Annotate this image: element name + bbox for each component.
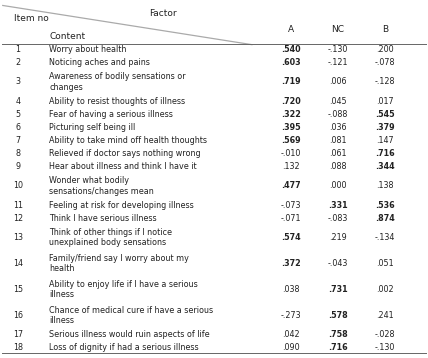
Text: .036: .036 [330,123,347,132]
Text: .477: .477 [281,181,301,190]
Text: 12: 12 [13,214,23,223]
Text: A: A [288,25,294,34]
Text: NC: NC [332,25,345,34]
Text: Picturing self being ill: Picturing self being ill [49,123,136,132]
Text: .200: .200 [376,45,394,54]
Text: Hear about illness and think I have it: Hear about illness and think I have it [49,162,197,171]
Text: 7: 7 [15,136,21,145]
Text: 16: 16 [13,311,23,320]
Text: .006: .006 [330,77,347,86]
Text: .569: .569 [281,136,301,145]
Text: .000: .000 [330,181,347,190]
Text: .147: .147 [376,136,394,145]
Text: .038: .038 [282,285,300,294]
Text: .578: .578 [328,311,348,320]
Text: Ability to resist thoughts of illness: Ability to resist thoughts of illness [49,97,185,106]
Text: -.071: -.071 [281,214,301,223]
Text: 11: 11 [13,201,23,210]
Text: -.128: -.128 [375,77,395,86]
Text: .051: .051 [376,259,394,268]
Text: -.010: -.010 [281,149,301,158]
Text: .379: .379 [375,123,395,132]
Text: Noticing aches and pains: Noticing aches and pains [49,58,150,67]
Text: -.130: -.130 [375,343,395,352]
Text: .758: .758 [328,330,348,339]
Text: 9: 9 [15,162,21,171]
Text: Feeling at risk for developing illness: Feeling at risk for developing illness [49,201,194,210]
Text: .331: .331 [328,201,348,210]
Text: .241: .241 [376,311,394,320]
Text: .219: .219 [329,233,347,242]
Text: .017: .017 [376,97,394,106]
Text: 18: 18 [13,343,23,352]
Text: .061: .061 [330,149,347,158]
Text: .042: .042 [282,330,300,339]
Text: Fear of having a serious illness: Fear of having a serious illness [49,110,173,119]
Text: Wonder what bodily
sensations/changes mean: Wonder what bodily sensations/changes me… [49,176,154,195]
Text: -.121: -.121 [328,58,348,67]
Text: Ability to take mind off health thoughts: Ability to take mind off health thoughts [49,136,207,145]
Text: 17: 17 [13,330,23,339]
Text: 5: 5 [15,110,21,119]
Text: .574: .574 [281,233,301,242]
Text: Think I have serious illness: Think I have serious illness [49,214,157,223]
Text: 3: 3 [15,77,21,86]
Text: 15: 15 [13,285,23,294]
Text: .719: .719 [281,77,301,86]
Text: .002: .002 [376,285,394,294]
Text: -.083: -.083 [328,214,348,223]
Text: .344: .344 [375,162,395,171]
Text: .395: .395 [281,123,301,132]
Text: Serious illness would ruin aspects of life: Serious illness would ruin aspects of li… [49,330,210,339]
Text: -.088: -.088 [328,110,348,119]
Text: 6: 6 [15,123,21,132]
Text: Family/friend say I worry about my
health: Family/friend say I worry about my healt… [49,254,189,274]
Text: .090: .090 [282,343,300,352]
Text: B: B [382,25,388,34]
Text: .132: .132 [282,162,300,171]
Text: .536: .536 [375,201,395,210]
Text: Ability to enjoy life if I have a serious
illness: Ability to enjoy life if I have a seriou… [49,280,198,299]
Text: .138: .138 [377,181,394,190]
Text: -.043: -.043 [328,259,348,268]
Text: 8: 8 [15,149,21,158]
Text: 13: 13 [13,233,23,242]
Text: -.273: -.273 [281,311,301,320]
Text: 14: 14 [13,259,23,268]
Text: Think of other things if I notice
unexplained body sensations: Think of other things if I notice unexpl… [49,228,172,247]
Text: Awareness of bodily sensations or
changes: Awareness of bodily sensations or change… [49,72,186,92]
Text: Relieved if doctor says nothing wrong: Relieved if doctor says nothing wrong [49,149,201,158]
Text: -.134: -.134 [375,233,395,242]
Text: -.078: -.078 [375,58,395,67]
Text: .322: .322 [281,110,301,119]
Text: 2: 2 [15,58,21,67]
Text: -.028: -.028 [375,330,395,339]
Text: .045: .045 [329,97,347,106]
Text: -.130: -.130 [328,45,348,54]
Text: .603: .603 [281,58,301,67]
Text: .716: .716 [328,343,348,352]
Text: .372: .372 [281,259,301,268]
Text: -.073: -.073 [281,201,301,210]
Text: .716: .716 [375,149,395,158]
Text: 4: 4 [15,97,21,106]
Text: .081: .081 [330,136,347,145]
Text: .731: .731 [328,285,348,294]
Text: .545: .545 [375,110,395,119]
Text: Worry about health: Worry about health [49,45,127,54]
Text: .874: .874 [375,214,395,223]
Text: Content: Content [49,32,85,41]
Text: Chance of medical cure if have a serious
illness: Chance of medical cure if have a serious… [49,306,213,325]
Text: Factor: Factor [149,9,176,18]
Text: 10: 10 [13,181,23,190]
Text: .088: .088 [330,162,347,171]
Text: 1: 1 [15,45,21,54]
Text: .540: .540 [281,45,301,54]
Text: Item no: Item no [14,14,48,23]
Text: Loss of dignity if had a serious illness: Loss of dignity if had a serious illness [49,343,199,352]
Text: .720: .720 [281,97,301,106]
